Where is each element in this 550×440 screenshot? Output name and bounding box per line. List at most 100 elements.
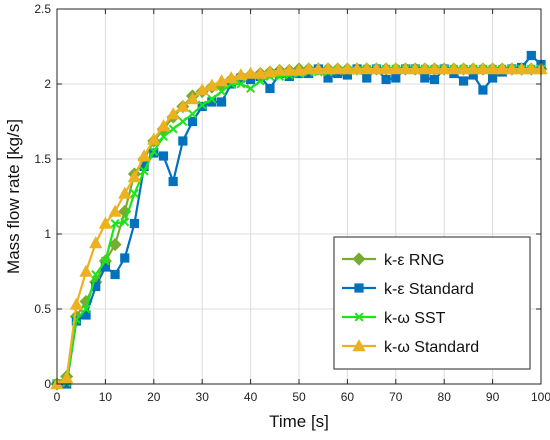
data-point <box>265 83 275 94</box>
legend-label: k-ε RNG <box>384 252 444 269</box>
y-tick-label: 2 <box>44 77 51 91</box>
data-point <box>137 149 151 162</box>
y-tick-label: 0.5 <box>34 302 51 316</box>
data-point <box>360 62 374 75</box>
data-point <box>185 92 200 105</box>
series-layer <box>50 50 548 391</box>
legend-item: k-ε Standard <box>342 281 474 298</box>
data-point <box>217 86 227 97</box>
data-point <box>158 151 169 161</box>
data-point <box>224 71 238 84</box>
x-tick-label: 50 <box>292 390 306 404</box>
data-point <box>69 297 84 310</box>
data-point <box>81 304 91 314</box>
data-point <box>91 269 101 280</box>
data-point <box>302 62 316 75</box>
data-point <box>168 176 178 187</box>
data-point <box>485 62 500 75</box>
data-point <box>108 204 122 217</box>
data-point <box>236 79 246 89</box>
x-tick-label: 90 <box>486 390 500 404</box>
data-point <box>292 63 306 76</box>
legend-label: k-ω SST <box>384 310 446 327</box>
legend-label: k-ε Standard <box>384 281 474 298</box>
y-tick-label: 2.5 <box>34 2 51 16</box>
legend-swatch-marker <box>352 339 366 352</box>
x-tick-label: 70 <box>389 390 403 404</box>
data-point <box>168 124 178 134</box>
data-point <box>205 78 219 91</box>
data-point <box>120 217 130 227</box>
data-point <box>156 119 171 132</box>
data-point <box>234 68 248 81</box>
data-point <box>272 63 287 76</box>
data-point <box>487 73 498 83</box>
data-point <box>478 85 488 95</box>
data-point <box>381 74 391 85</box>
data-point <box>197 100 207 110</box>
data-point <box>350 62 364 75</box>
legend: k-ε RNG k-ε Standard k-ω SST k-ω Standard <box>333 236 531 370</box>
data-point <box>216 97 227 107</box>
data-point <box>447 62 461 75</box>
data-point <box>129 188 139 199</box>
data-point <box>60 371 74 384</box>
x-axis-label: Time [s] <box>269 412 329 431</box>
data-point <box>420 73 430 83</box>
data-point <box>214 74 229 87</box>
data-point <box>458 76 469 86</box>
data-point <box>389 62 403 75</box>
y-axis-label: Mass flow rate [kg/s] <box>4 119 23 274</box>
data-point <box>188 109 198 119</box>
data-point <box>379 62 393 75</box>
data-point <box>331 62 345 75</box>
x-tick-label: 80 <box>438 390 452 404</box>
data-point <box>149 146 159 157</box>
data-point <box>427 62 442 75</box>
legend-item: k-ε RNG <box>342 252 444 269</box>
x-tick-label: 100 <box>531 390 550 404</box>
legend-item: k-ω Standard <box>342 339 479 356</box>
data-point <box>311 62 326 75</box>
data-point <box>166 107 180 120</box>
data-point <box>437 62 451 75</box>
y-tick-label: 1 <box>44 227 51 241</box>
data-point <box>495 62 509 75</box>
series-4 <box>50 62 548 390</box>
data-point <box>207 94 217 104</box>
axis-ticks: 0 10 20 30 40 50 60 70 80 90 100 0 0.5 1 1.5 2 2.5 <box>34 2 550 404</box>
data-point <box>79 264 93 277</box>
x-tick-label: 60 <box>341 390 355 404</box>
data-point <box>429 74 440 85</box>
data-point <box>147 132 161 145</box>
legend-swatch-marker <box>352 252 366 266</box>
data-point <box>398 62 413 75</box>
data-point <box>253 66 267 79</box>
data-point <box>139 166 149 176</box>
data-point <box>118 186 132 199</box>
data-point <box>246 83 256 94</box>
data-point <box>178 136 188 146</box>
data-point <box>369 62 384 75</box>
y-tick-label: 1.5 <box>34 152 51 166</box>
data-point <box>158 131 168 142</box>
data-point <box>98 216 113 229</box>
data-point <box>321 62 335 75</box>
legend-swatch-marker <box>354 312 364 322</box>
data-point <box>110 269 120 280</box>
data-point <box>408 62 422 75</box>
data-point <box>418 62 432 75</box>
data-point <box>187 116 198 127</box>
x-tick-label: 20 <box>147 390 161 404</box>
data-point <box>391 73 401 83</box>
data-point <box>120 253 130 263</box>
data-point <box>466 62 480 75</box>
data-point <box>282 63 296 76</box>
x-tick-label: 40 <box>244 390 258 404</box>
data-point <box>178 116 188 127</box>
data-point <box>526 50 536 61</box>
data-point <box>100 256 110 266</box>
data-point <box>362 73 372 83</box>
data-point <box>110 218 120 229</box>
